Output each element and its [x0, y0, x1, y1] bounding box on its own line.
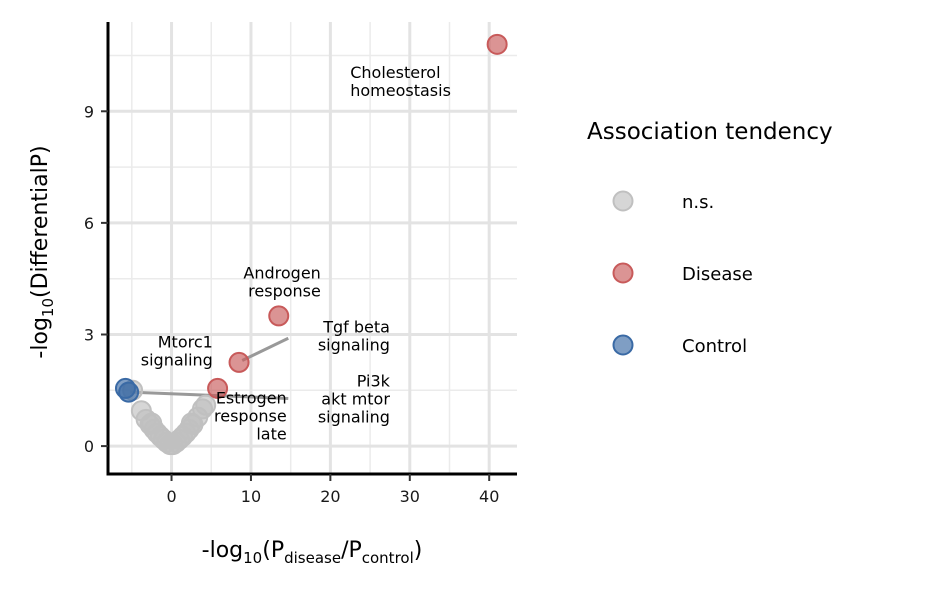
point-disease — [486, 33, 508, 55]
legend-key — [612, 334, 634, 356]
legend-label: Disease — [682, 264, 753, 285]
point-n-s — [141, 412, 163, 434]
point-label: Tgf beta signaling — [318, 318, 390, 355]
y-tick-label: 9 — [84, 102, 94, 121]
point-annotations: Cholesterol homeostasis Androgen response Tg… — [141, 63, 451, 444]
x-tick-label: 40 — [479, 487, 499, 506]
point-label: Androgen response — [243, 264, 320, 301]
x-tick-label: 20 — [320, 487, 340, 506]
x-tick-label: 10 — [241, 487, 261, 506]
legend-key — [612, 190, 634, 212]
point-label: Estrogen response late — [214, 388, 287, 443]
y-tick-label: 3 — [84, 325, 94, 344]
grid-minor — [108, 22, 517, 474]
legend-key — [612, 262, 634, 284]
point-label: Mtorc1 signaling — [141, 333, 213, 370]
y-axis-title: -log10(DifferentialP) — [28, 145, 57, 358]
point-disease — [228, 351, 250, 373]
grid-major — [108, 22, 517, 474]
point-n-s — [195, 394, 217, 416]
legend-label: n.s. — [682, 192, 714, 213]
x-axis-title: -log10(Pdisease/Pcontrol) — [202, 538, 423, 567]
legend-title: Association tendency — [587, 119, 833, 145]
x-tick-label: 0 — [166, 487, 176, 506]
tick-labels: 0 10 20 30 40 0 3 6 9 — [84, 102, 500, 506]
y-tick-label: 6 — [84, 214, 94, 233]
legend-label: Control — [682, 336, 747, 357]
axes — [106, 22, 517, 476]
point-n-s — [180, 412, 202, 434]
point-label: Pi3k akt mtor signaling — [318, 372, 391, 427]
point-label: Cholesterol homeostasis — [350, 63, 451, 100]
point-disease — [268, 305, 290, 327]
legend: n.s. Disease Control — [612, 190, 753, 357]
label-connector — [241, 336, 289, 362]
y-tick-label: 0 — [84, 437, 94, 456]
data-points — [114, 33, 508, 456]
point-control — [118, 381, 140, 403]
x-tick-label: 30 — [400, 487, 420, 506]
point-disease — [207, 377, 229, 399]
